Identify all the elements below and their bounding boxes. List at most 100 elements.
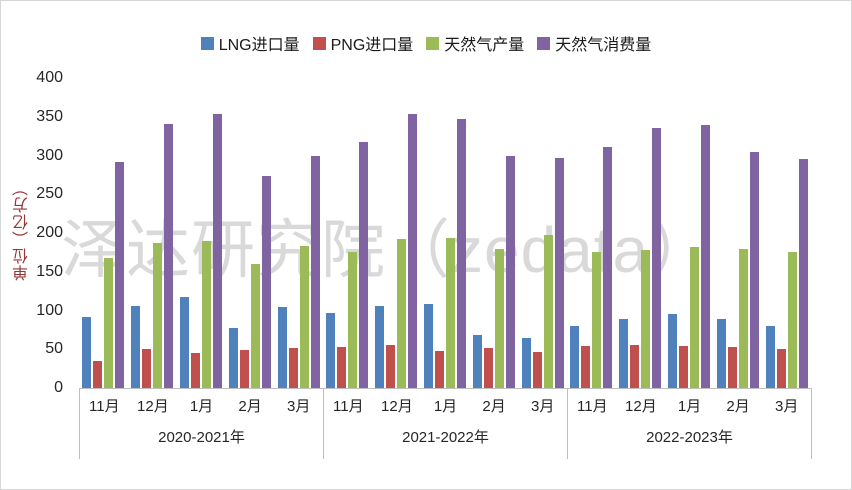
month-label: 1月 [677,398,702,415]
category-axis: 11月 12月 1月 2月 3月 2020-2021年 11月 12月 1月 2月 3月 2021-2… [79,389,812,459]
bar-天然气产量 [397,239,407,388]
bar-PNG进口量 [581,346,591,388]
legend-label: PNG进口量 [330,37,414,54]
bar-cluster [225,78,274,388]
bar-PNG进口量 [776,349,786,388]
bar-天然气产量 [104,257,114,388]
y-tick-label: 50 [45,340,63,358]
bar-天然气消费量 [652,128,662,388]
month-label: 12月 [381,398,413,415]
category-group: 11月 12月 1月 2月 3月 2021-2022年 [324,389,568,459]
bar-cluster [469,78,518,388]
bar-PNG进口量 [93,360,103,388]
bar-group [79,78,323,388]
bar-LNG进口量 [619,319,629,388]
legend-label: LNG进口量 [218,37,300,54]
legend-swatch-icon [200,36,214,50]
year-label: 2022-2023年 [646,428,733,446]
bar-group [567,78,811,388]
month-label: 3月 [775,398,799,415]
bar-天然气产量 [689,246,699,388]
bar-PNG进口量 [678,346,688,388]
bar-cluster [665,78,714,388]
bar-cluster [177,78,226,388]
bar-天然气消费量 [310,155,320,388]
bar-LNG进口量 [765,326,775,388]
bar-PNG进口量 [337,346,347,388]
bar-LNG进口量 [277,306,287,388]
bar-PNG进口量 [142,349,152,388]
bar-PNG进口量 [434,350,444,388]
bar-PNG进口量 [386,345,396,388]
bar-PNG进口量 [483,347,493,388]
bar-cluster [372,78,421,388]
bar-天然气产量 [641,250,651,388]
month-label: 1月 [189,398,214,415]
x-axis-line [79,388,812,389]
y-tick-label: 0 [54,379,63,396]
plot-area [79,78,811,388]
month-label-row: 11月 12月 1月 2月 3月 [324,389,567,419]
y-tick-label: 200 [36,224,63,241]
bar-PNG进口量 [532,351,542,388]
bar-天然气消费量 [164,123,174,388]
bar-LNG进口量 [82,316,92,388]
bar-天然气产量 [348,251,358,388]
legend-swatch-icon [312,36,326,50]
bar-PNG进口量 [630,344,640,388]
year-label: 2021-2022年 [402,428,489,446]
legend-label: 天然气消费量 [555,37,652,54]
bar-天然气产量 [787,251,797,388]
bar-LNG进口量 [423,303,433,388]
bar-LNG进口量 [521,337,531,388]
year-label: 2020-2021年 [158,428,245,446]
bar-天然气消费量 [749,151,759,388]
bar-LNG进口量 [472,335,482,388]
bar-LNG进口量 [179,296,189,388]
bar-LNG进口量 [326,312,336,388]
bar-cluster [421,78,470,388]
bar-LNG进口量 [131,305,141,388]
bar-PNG进口量 [239,350,249,388]
bar-LNG进口量 [228,327,238,388]
y-tick-label: 250 [36,185,63,203]
bar-cluster [713,78,762,388]
bar-天然气消费量 [408,113,418,388]
month-label: 12月 [625,398,657,415]
bar-天然气消费量 [359,141,369,388]
legend-swatch-icon [426,36,440,50]
bar-PNG进口量 [288,348,298,388]
month-label: 3月 [287,398,311,415]
bar-天然气产量 [201,240,211,388]
bar-LNG进口量 [570,326,580,388]
month-label: 11月 [577,398,608,415]
bar-天然气产量 [250,264,260,388]
bar-cluster [274,78,323,388]
bar-天然气消费量 [115,162,125,388]
month-label: 1月 [433,398,458,415]
bar-天然气消费量 [798,159,808,388]
category-group: 11月 12月 1月 2月 3月 2020-2021年 [80,389,324,459]
bar-天然气消费量 [554,157,564,388]
y-tick-label: 300 [36,146,63,164]
y-tick-label: 100 [36,301,63,319]
bar-天然气产量 [592,252,602,388]
bar-天然气消费量 [700,124,710,388]
bar-group [323,78,567,388]
bar-LNG进口量 [716,319,726,388]
month-label: 12月 [137,398,169,415]
bar-LNG进口量 [375,305,385,388]
bar-天然气产量 [445,238,455,388]
legend-item: PNG进口量 [312,31,414,55]
legend-item: 天然气产量 [426,31,524,55]
bar-天然气消费量 [505,155,515,388]
bar-天然气产量 [738,248,748,388]
legend: LNG进口量 PNG进口量 天然气产量 天然气消费量 [1,31,851,55]
legend-label: 天然气产量 [444,37,525,54]
month-label-row: 11月 12月 1月 2月 3月 [80,389,323,419]
bar-PNG进口量 [727,346,737,388]
bar-天然气产量 [153,243,163,388]
bar-天然气消费量 [261,176,271,388]
bar-LNG进口量 [667,314,677,388]
